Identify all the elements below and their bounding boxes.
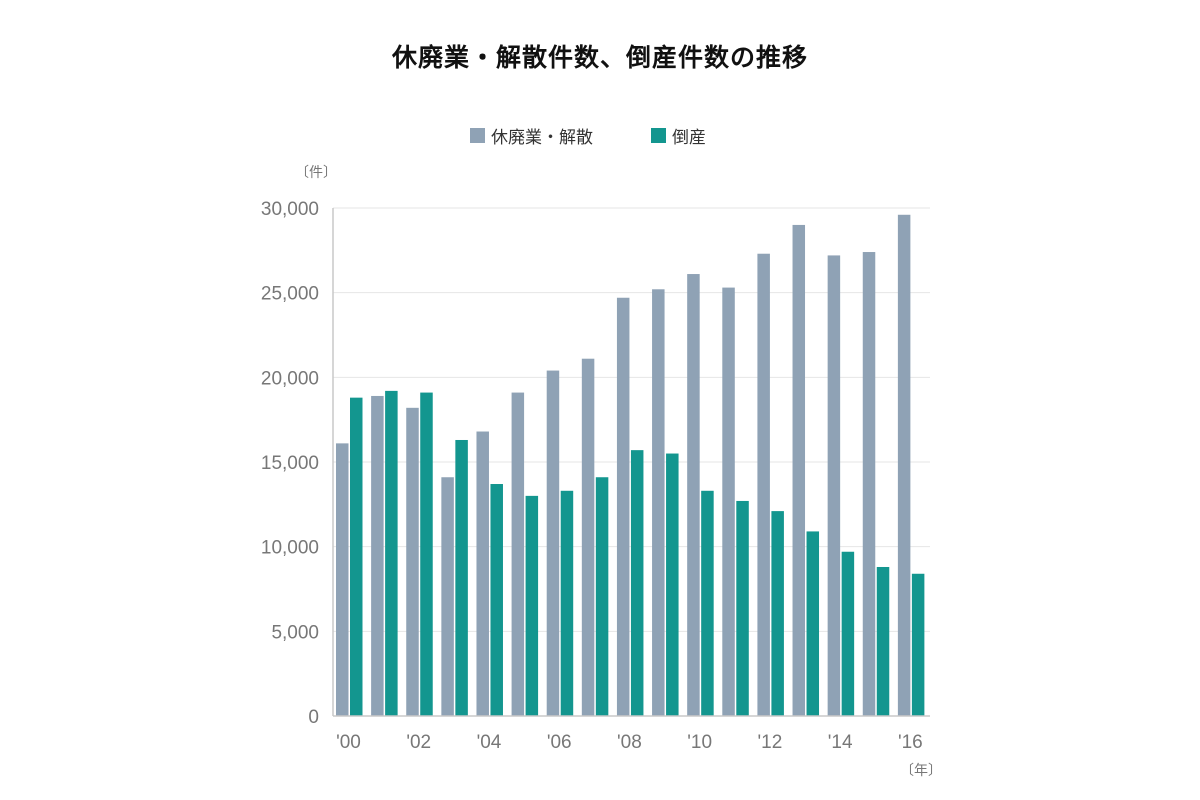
bar-bankruptcies <box>420 392 433 716</box>
bar-bankruptcies <box>525 495 539 716</box>
y-tick-label: 25,000 <box>261 284 319 305</box>
y-axis-unit: 〔件〕 <box>295 165 337 181</box>
bar-closures <box>406 407 419 716</box>
y-tick-label: 20,000 <box>261 368 319 389</box>
y-tick-label: 15,000 <box>261 453 319 474</box>
x-tick-label: '06 <box>547 732 572 753</box>
x-tick-label: '08 <box>617 732 642 753</box>
bar-closures <box>687 274 700 716</box>
chart-title: 休廃業・解散件数、倒産件数の推移 <box>391 43 808 72</box>
x-tick-label: '12 <box>758 732 783 753</box>
axes <box>332 208 930 717</box>
bar-bankruptcies <box>490 484 503 716</box>
x-tick-label: '16 <box>898 732 923 753</box>
tick-labels: 0 5,000 10,000 15,000 20,000 25,000 30,000 '00 '… <box>261 199 923 753</box>
bar-bankruptcies <box>666 453 679 716</box>
bar-bankruptcies <box>701 490 714 716</box>
legend-label-bankruptcies: 倒産 <box>672 127 706 148</box>
x-tick-label: '14 <box>828 732 853 753</box>
bar-closures <box>616 297 630 716</box>
legend-label-closures: 休廃業・解散 <box>491 127 593 148</box>
bar-bankruptcies <box>385 390 398 716</box>
legend: 休廃業・解散 倒産 <box>470 122 764 148</box>
bar-closures <box>652 289 665 716</box>
x-axis-unit: 〔年〕 <box>900 763 942 779</box>
bar-closures <box>757 253 770 716</box>
bar-closures <box>897 214 911 717</box>
bar-bankruptcies <box>630 450 644 716</box>
x-tick-label: '04 <box>477 732 502 753</box>
x-tick-label: '00 <box>336 732 361 753</box>
bar-bankruptcies <box>455 439 468 716</box>
bar-closures <box>581 358 595 716</box>
bar-bankruptcies <box>736 500 749 716</box>
bar-bankruptcies <box>841 551 855 716</box>
bar-closures <box>546 370 560 716</box>
y-tick-label: 30,000 <box>261 199 319 220</box>
bar-closures <box>827 255 841 716</box>
legend-item-closures: 休廃業・解散 <box>470 123 593 148</box>
y-tick-label: 5,000 <box>271 622 319 643</box>
bar-bankruptcies <box>350 397 363 716</box>
bar-bankruptcies <box>595 477 609 716</box>
x-tick-label: '10 <box>687 732 712 753</box>
bar-closures <box>862 252 876 716</box>
bar-closures <box>511 392 525 716</box>
bar-bankruptcies <box>806 531 820 716</box>
bar-closures <box>336 443 349 716</box>
bar-closures <box>476 431 489 716</box>
bar-closures <box>722 287 735 716</box>
bar-bankruptcies <box>560 490 574 716</box>
legend-swatch-closures <box>470 127 485 143</box>
y-tick-label: 10,000 <box>261 538 319 559</box>
bar-bankruptcies <box>771 511 784 716</box>
legend-item-bankruptcies: 倒産 <box>651 123 706 148</box>
bar-bankruptcies <box>876 566 890 716</box>
legend-swatch-bankruptcies <box>651 127 666 143</box>
bar-closures <box>792 224 806 716</box>
x-tick-label: '02 <box>406 732 431 753</box>
bar-closures <box>441 477 454 716</box>
bar-bankruptcies <box>911 573 925 716</box>
y-tick-label: 0 <box>308 707 319 728</box>
bar-closures <box>371 395 384 716</box>
bars <box>336 214 925 717</box>
